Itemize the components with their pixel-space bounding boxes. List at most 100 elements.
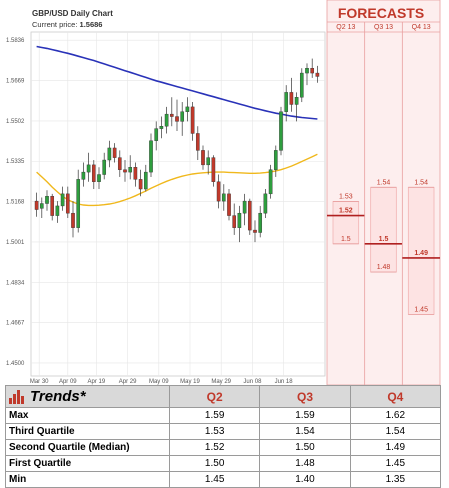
trends-cell: 1.50 — [168, 455, 261, 472]
candle-body — [60, 193, 65, 207]
x-tick-label: May 29 — [211, 379, 231, 385]
candle-body — [143, 171, 148, 190]
trends-row-max: Max 1.59 1.59 1.62 — [5, 407, 442, 424]
candle-body — [206, 157, 211, 166]
candle-body — [310, 68, 315, 74]
forecast-range-box — [370, 186, 397, 273]
trends-cell: 1.59 — [168, 407, 261, 424]
trends-title: Trends* — [30, 388, 86, 405]
current-price-line: Current price: 1.5686 — [32, 20, 102, 29]
candle-body — [284, 92, 289, 112]
trends-row-label: First Quartile — [5, 455, 170, 472]
candle-body — [117, 157, 122, 170]
current-price-value: 1.5686 — [80, 20, 103, 29]
x-tick-label: Apr 29 — [119, 379, 137, 385]
candle-body — [107, 147, 112, 161]
trends-cell: 1.45 — [168, 471, 261, 488]
trends-row-label: Second Quartile (Median) — [5, 439, 170, 456]
trends-cell: 1.53 — [168, 423, 261, 440]
x-tick-label: Jun 08 — [243, 379, 262, 385]
trends-cell: 1.54 — [349, 423, 442, 440]
candle-body — [227, 193, 231, 216]
candle-body — [242, 200, 247, 214]
candle-body — [102, 159, 107, 175]
candle-body — [164, 113, 169, 127]
candle-body — [39, 203, 44, 209]
candle-body — [159, 126, 164, 129]
y-tick-label: 1.5168 — [6, 200, 25, 206]
candle-body — [81, 171, 86, 180]
candle-body — [34, 200, 39, 210]
candle-body — [258, 212, 263, 233]
forecast-level-label: 1.5 — [379, 236, 389, 243]
candle-body — [273, 150, 278, 170]
trends-header-row: Trends* Q2 Q3 Q4 — [5, 385, 442, 408]
candle-body — [149, 140, 153, 173]
candle-body — [279, 111, 283, 151]
candle-body — [154, 128, 159, 141]
x-tick-labels: Mar 30 Apr 09 Apr 19 Apr 29 May 09 May 19 May … — [30, 379, 293, 385]
forecast-range-box — [332, 201, 360, 245]
y-tick-label: 1.5001 — [6, 240, 25, 246]
trends-row-label: Third Quartile — [5, 423, 170, 440]
candle-body — [45, 196, 49, 204]
candle-body — [305, 68, 309, 74]
candle-body — [201, 150, 205, 166]
candle-body — [294, 97, 299, 105]
candle-body — [253, 229, 257, 233]
candle-body — [315, 72, 320, 77]
forecast-column-label: Q2 13 — [336, 24, 355, 31]
candle-body — [133, 167, 138, 180]
plot-frame — [30, 31, 326, 377]
candle-body — [86, 164, 91, 173]
trends-cell: 1.49 — [349, 439, 442, 456]
candle-body — [237, 212, 242, 228]
candle-body — [195, 133, 200, 151]
candle-body — [55, 205, 60, 216]
forecast-column-label: Q4 13 — [412, 24, 431, 31]
trends-row-label: Max — [5, 407, 170, 424]
x-tick-label: Apr 09 — [59, 379, 77, 385]
forecast-level-label: 1.52 — [339, 208, 353, 215]
candle-body — [221, 193, 226, 202]
trends-col-q4: Q4 — [349, 385, 442, 408]
y-tick-label: 1.5502 — [6, 119, 25, 125]
candle-body — [128, 167, 133, 173]
candles-layer — [34, 58, 320, 243]
grid-layer — [30, 31, 326, 377]
chart-title: GBP/USD Daily Chart — [32, 9, 113, 18]
y-tick-label: 1.5669 — [6, 79, 25, 85]
candle-body — [112, 147, 117, 158]
trends-cell: 1.45 — [349, 455, 442, 472]
trends-row-label: Min — [5, 471, 170, 488]
moving-average-long-line — [36, 45, 318, 120]
candle-body — [97, 174, 101, 182]
candle-body — [232, 215, 237, 228]
y-tick-label: 1.4500 — [6, 361, 25, 367]
trends-table: Trends* Q2 Q3 Q4 Max 1.59 1.59 1.62 Thir… — [5, 385, 442, 488]
trends-cell: 1.48 — [259, 455, 351, 472]
forecast-range-box — [407, 186, 435, 315]
forecast-level-label: 1.45 — [414, 306, 428, 313]
trends-cell: 1.59 — [259, 407, 351, 424]
candle-body — [50, 196, 55, 216]
y-tick-label: 1.5836 — [6, 38, 25, 44]
candle-body — [211, 157, 216, 182]
current-price-label: Current price: — [32, 20, 77, 29]
x-tick-label: Mar 30 — [30, 379, 49, 385]
trends-cell: 1.62 — [349, 407, 442, 424]
trends-cell: 1.52 — [168, 439, 261, 456]
forecast-level-label: 1.49 — [414, 250, 428, 257]
y-tick-labels: 1.5836 1.5669 1.5502 1.5335 1.5168 1.5001 1.48… — [6, 38, 25, 367]
trends-row-third-quartile: Third Quartile 1.53 1.54 1.54 — [5, 423, 442, 440]
trends-cell: 1.50 — [259, 439, 351, 456]
x-tick-label: May 09 — [149, 379, 169, 385]
candle-body — [169, 113, 174, 117]
candle-body — [299, 72, 304, 98]
bar-chart-icon — [9, 389, 25, 404]
trends-row-median: Second Quartile (Median) 1.52 1.50 1.49 — [5, 439, 442, 456]
candle-body — [138, 179, 143, 190]
forecast-level-label: 1.5 — [341, 236, 351, 243]
candle-body — [268, 169, 273, 195]
forecast-level-label: 1.54 — [414, 179, 428, 186]
